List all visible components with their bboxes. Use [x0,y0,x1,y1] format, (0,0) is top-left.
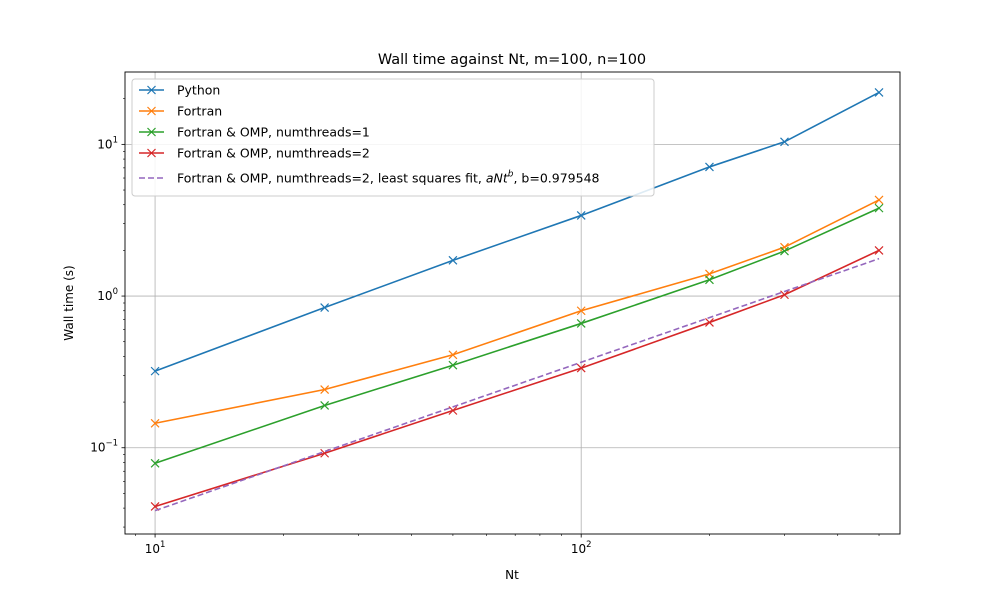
marker-stroke [874,203,884,213]
marker-stroke [448,360,458,370]
data-point [705,275,714,285]
marker-stroke [874,195,884,205]
data-point [320,303,330,312]
data-point [576,319,586,328]
data-point [874,203,884,213]
marker-stroke [448,255,458,265]
marker-stroke [780,246,789,256]
legend-label: Fortran [177,104,222,119]
data-point [576,211,586,220]
series-2 [150,195,884,428]
data-point [780,137,789,147]
legend-label: Fortran & OMP, numthreads=2, least squar… [177,170,600,186]
marker-stroke [147,148,156,158]
axes-frame [124,71,901,535]
marker-stroke [780,137,789,147]
y-axis-title: Wall time (s) [62,265,76,340]
legend: Python Fortran Fortran & OMP, numthreads=1… [131,78,655,197]
data-point [780,246,789,256]
marker-stroke [576,211,586,220]
chart-title: Wall time against Nt, m=100, n=100 [378,52,646,68]
marker-stroke [780,242,789,252]
marker-stroke [150,366,160,376]
marker-stroke [705,275,714,285]
x-tick-label: 101 [145,540,166,556]
marker-stroke [705,162,714,172]
marker-stroke [147,127,156,137]
marker-stroke [320,401,330,410]
data-point [150,418,160,428]
marker-stroke [780,290,789,300]
marker-stroke [705,318,714,327]
legend-box [131,78,655,197]
marker-stroke [320,303,330,312]
data-point [448,255,458,265]
x-axis-title: Nt [505,568,519,582]
legend-swatch-marker [147,106,156,116]
marker-stroke [150,502,160,511]
marker-stroke [150,418,160,428]
x-tick-label: 102 [571,540,592,556]
data-point [150,366,160,376]
legend-label: Python [177,83,220,98]
data-point [874,245,884,255]
data-point [874,195,884,205]
marker-stroke [150,458,160,468]
data-point [448,406,458,415]
data-point [705,318,714,327]
series-line [154,249,880,508]
marker-stroke [874,88,884,97]
y-tick-label: 100 [97,287,118,303]
legend-swatch-marker [147,127,156,137]
data-point [780,290,789,300]
series-line [154,257,880,512]
data-point [576,306,586,316]
marker-stroke [147,106,156,116]
series-1 [150,88,884,376]
data-point [448,360,458,370]
marker-stroke [448,350,458,360]
legend-swatch-marker [147,148,156,158]
marker-stroke [147,85,156,95]
marker-stroke [576,319,586,328]
data-point [448,350,458,360]
marker-stroke [874,245,884,255]
series-5 [154,257,880,512]
data-point [576,363,586,373]
y-tick-label: 10−1 [90,439,118,455]
legend-label: Fortran & OMP, numthreads=1 [177,125,370,140]
legend-label: Fortran & OMP, numthreads=2 [177,146,370,161]
legend-swatch-marker [147,85,156,95]
y-tick-label: 101 [97,135,118,151]
marker-stroke [576,363,586,373]
series-4 [150,245,884,511]
series-3 [150,203,884,468]
data-point [320,385,330,394]
data-point [705,162,714,172]
data-point [320,401,330,410]
marker-stroke [576,306,586,316]
data-point [874,88,884,97]
series-line [154,207,880,465]
marker-stroke [448,406,458,415]
marker-stroke [320,385,330,394]
data-point [150,458,160,468]
